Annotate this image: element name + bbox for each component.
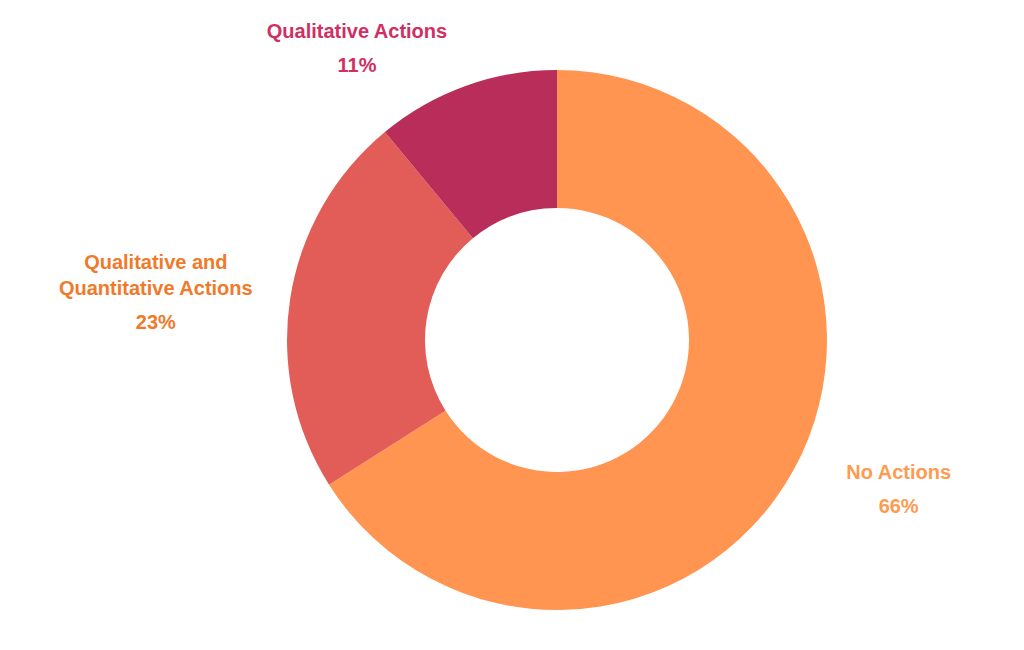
svg-text:23%: 23%: [136, 311, 176, 333]
svg-text:Quantitative Actions: Quantitative Actions: [59, 277, 253, 299]
svg-text:66%: 66%: [879, 495, 919, 517]
svg-text:Qualitative and: Qualitative and: [84, 251, 227, 273]
svg-text:Qualitative Actions: Qualitative Actions: [267, 20, 447, 42]
svg-text:No Actions: No Actions: [846, 461, 951, 483]
svg-text:11%: 11%: [338, 54, 377, 76]
